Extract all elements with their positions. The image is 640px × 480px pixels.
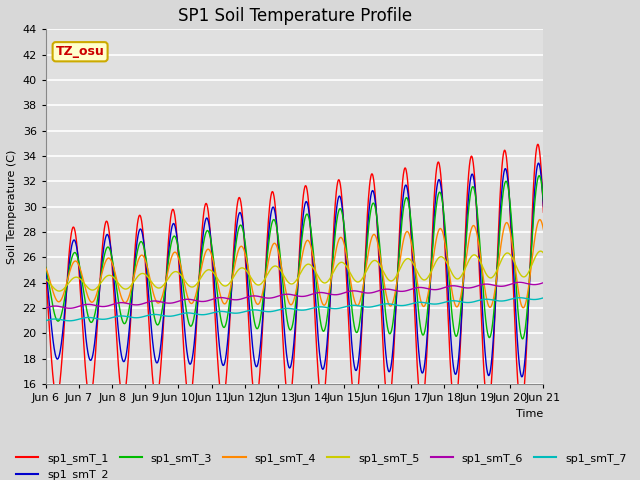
Line: sp1_smT_1: sp1_smT_1 (46, 144, 543, 409)
sp1_smT_2 (535, 160, 543, 166)
sp1_smT_5 (537, 248, 545, 254)
sp1_smT_3 (436, 190, 444, 196)
sp1_smT_1 (540, 209, 547, 215)
sp1_smT_1 (436, 168, 444, 174)
sp1_smT_3 (208, 245, 216, 251)
Line: sp1_smT_3: sp1_smT_3 (46, 176, 543, 339)
sp1_smT_3 (519, 336, 527, 342)
Line: sp1_smT_2: sp1_smT_2 (46, 163, 543, 377)
sp1_smT_6 (516, 279, 524, 285)
sp1_smT_7 (540, 295, 547, 301)
Line: sp1_smT_5: sp1_smT_5 (46, 251, 543, 291)
sp1_smT_6 (42, 305, 50, 311)
sp1_smT_3 (372, 205, 380, 211)
sp1_smT_5 (481, 268, 488, 274)
sp1_smT_4 (540, 227, 547, 232)
Y-axis label: Soil Temperature (C): Soil Temperature (C) (7, 149, 17, 264)
sp1_smT_2 (481, 339, 488, 345)
sp1_smT_4 (42, 265, 50, 271)
sp1_smT_4 (208, 254, 216, 260)
sp1_smT_2 (141, 244, 148, 250)
sp1_smT_1 (481, 374, 488, 380)
sp1_smT_3 (152, 321, 160, 327)
sp1_smT_2 (372, 200, 380, 205)
sp1_smT_3 (141, 246, 148, 252)
sp1_smT_4 (520, 305, 527, 311)
sp1_smT_2 (540, 204, 547, 210)
sp1_smT_7 (481, 297, 488, 302)
sp1_smT_1 (372, 194, 380, 200)
sp1_smT_7 (372, 303, 380, 309)
sp1_smT_1 (42, 272, 50, 277)
Legend: sp1_smT_1, sp1_smT_2, sp1_smT_3, sp1_smT_4, sp1_smT_5, sp1_smT_6, sp1_smT_7: sp1_smT_1, sp1_smT_2, sp1_smT_3, sp1_smT… (12, 449, 631, 480)
sp1_smT_5 (42, 277, 50, 283)
sp1_smT_5 (209, 269, 216, 275)
sp1_smT_3 (42, 264, 50, 270)
sp1_smT_6 (540, 280, 547, 286)
sp1_smT_7 (153, 312, 161, 317)
sp1_smT_1 (208, 259, 216, 264)
sp1_smT_4 (372, 233, 380, 239)
sp1_smT_4 (481, 282, 488, 288)
sp1_smT_6 (437, 286, 445, 292)
sp1_smT_5 (56, 288, 63, 294)
sp1_smT_1 (152, 396, 160, 402)
sp1_smT_7 (42, 318, 50, 324)
sp1_smT_5 (372, 258, 380, 264)
sp1_smT_7 (516, 295, 524, 300)
sp1_smT_5 (437, 254, 445, 260)
sp1_smT_4 (141, 255, 148, 261)
Line: sp1_smT_4: sp1_smT_4 (46, 220, 543, 308)
sp1_smT_5 (540, 250, 547, 256)
sp1_smT_1 (534, 142, 541, 147)
Title: SP1 Soil Temperature Profile: SP1 Soil Temperature Profile (177, 7, 412, 25)
sp1_smT_6 (372, 289, 380, 295)
sp1_smT_4 (152, 299, 160, 304)
sp1_smT_1 (141, 245, 148, 251)
sp1_smT_6 (141, 300, 148, 306)
sp1_smT_3 (481, 302, 488, 308)
Line: sp1_smT_7: sp1_smT_7 (46, 298, 543, 321)
sp1_smT_2 (518, 374, 526, 380)
sp1_smT_5 (153, 285, 161, 290)
sp1_smT_7 (437, 300, 445, 306)
Line: sp1_smT_6: sp1_smT_6 (46, 282, 543, 308)
Text: TZ_osu: TZ_osu (56, 45, 104, 58)
sp1_smT_2 (208, 250, 216, 256)
sp1_smT_2 (42, 265, 50, 271)
sp1_smT_6 (66, 305, 74, 311)
sp1_smT_7 (66, 318, 74, 324)
sp1_smT_7 (209, 310, 216, 316)
sp1_smT_3 (536, 173, 543, 179)
sp1_smT_7 (141, 313, 148, 319)
sp1_smT_6 (209, 296, 216, 302)
sp1_smT_6 (481, 281, 488, 287)
sp1_smT_1 (518, 406, 525, 412)
X-axis label: Time: Time (516, 408, 543, 419)
sp1_smT_4 (536, 217, 544, 223)
sp1_smT_6 (153, 298, 161, 304)
sp1_smT_5 (141, 271, 148, 277)
sp1_smT_2 (152, 360, 160, 365)
sp1_smT_4 (436, 226, 444, 231)
sp1_smT_3 (540, 198, 547, 204)
sp1_smT_2 (436, 180, 444, 186)
